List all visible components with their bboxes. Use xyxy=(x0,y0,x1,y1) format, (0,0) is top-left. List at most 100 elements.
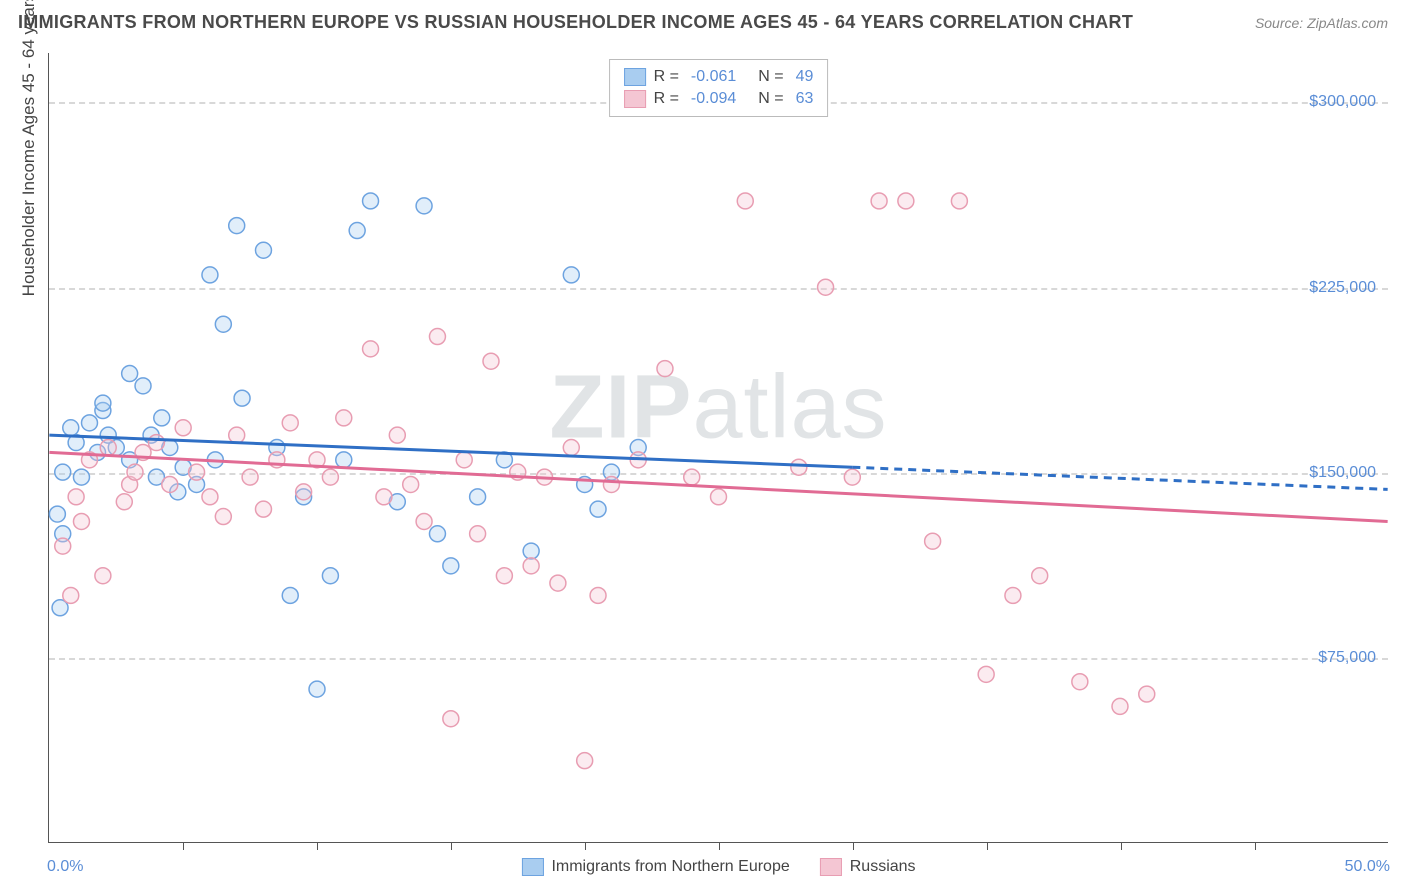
data-point xyxy=(82,415,98,431)
data-point xyxy=(416,513,432,529)
data-point xyxy=(229,218,245,234)
x-tick xyxy=(719,842,720,850)
data-point xyxy=(322,469,338,485)
data-point xyxy=(49,506,65,522)
data-point xyxy=(590,501,606,517)
data-point xyxy=(127,464,143,480)
plot-area: Householder Income Ages 45 - 64 years ZI… xyxy=(48,53,1388,843)
legend-stat-row: R =-0.061N =49 xyxy=(624,66,814,88)
data-point xyxy=(68,489,84,505)
data-point xyxy=(363,193,379,209)
data-point xyxy=(135,378,151,394)
legend-stats-box: R = -0.061 N = 49 R = -0.094 N = 63 xyxy=(609,59,829,117)
data-point xyxy=(951,193,967,209)
y-tick-label: $225,000 xyxy=(1309,279,1376,297)
data-point xyxy=(389,427,405,443)
data-point xyxy=(1032,568,1048,584)
n-value: 49 xyxy=(796,68,814,86)
data-point xyxy=(202,267,218,283)
data-point xyxy=(871,193,887,209)
data-point xyxy=(100,440,116,456)
r-label: R = xyxy=(654,90,679,108)
x-tick xyxy=(1255,842,1256,850)
data-point xyxy=(376,489,392,505)
data-point xyxy=(122,366,138,382)
data-point xyxy=(429,329,445,345)
x-tick xyxy=(853,842,854,850)
data-point xyxy=(791,459,807,475)
data-point xyxy=(711,489,727,505)
legend-stat-row: R = -0.094 N = 63 xyxy=(624,88,814,110)
data-point xyxy=(523,558,539,574)
x-tick xyxy=(1121,842,1122,850)
data-point xyxy=(55,538,71,554)
data-point xyxy=(234,390,250,406)
data-point xyxy=(95,395,111,411)
source-label: Source: ZipAtlas.com xyxy=(1255,15,1388,31)
data-point xyxy=(63,587,79,603)
data-point xyxy=(1112,698,1128,714)
data-point xyxy=(684,469,700,485)
n-label: N = xyxy=(758,68,783,86)
data-point xyxy=(443,711,459,727)
legend-series-label: Russians xyxy=(850,858,916,876)
x-tick xyxy=(585,842,586,850)
data-point xyxy=(215,509,231,525)
data-point xyxy=(363,341,379,357)
data-point xyxy=(590,587,606,603)
legend-series: Immigrants from Northern Europe Russians xyxy=(521,858,915,876)
x-tick xyxy=(987,842,988,850)
data-point xyxy=(416,198,432,214)
y-tick-label: $150,000 xyxy=(1309,464,1376,482)
data-point xyxy=(483,353,499,369)
data-point xyxy=(322,568,338,584)
data-point xyxy=(202,489,218,505)
data-point xyxy=(55,464,71,480)
data-point xyxy=(336,452,352,468)
y-tick-label: $75,000 xyxy=(1318,649,1376,667)
x-tick xyxy=(451,842,452,850)
data-point xyxy=(925,533,941,549)
data-point xyxy=(456,452,472,468)
data-point xyxy=(349,223,365,239)
data-point xyxy=(1139,686,1155,702)
y-tick-label: $300,000 xyxy=(1309,93,1376,111)
data-point xyxy=(470,526,486,542)
legend-series-item: Immigrants from Northern Europe xyxy=(521,858,789,876)
data-point xyxy=(818,279,834,295)
data-point xyxy=(563,440,579,456)
data-point xyxy=(73,513,89,529)
trend-line-extrapolated xyxy=(852,467,1387,489)
data-point xyxy=(844,469,860,485)
data-point xyxy=(242,469,258,485)
data-point xyxy=(429,526,445,542)
data-point xyxy=(563,267,579,283)
data-point xyxy=(296,484,312,500)
data-point xyxy=(73,469,89,485)
data-point xyxy=(603,476,619,492)
data-point xyxy=(898,193,914,209)
r-value: -0.094 xyxy=(691,90,736,108)
legend-swatch xyxy=(624,90,646,108)
data-point xyxy=(116,494,132,510)
data-point xyxy=(443,558,459,574)
legend-series-item: Russians xyxy=(820,858,916,876)
legend-swatch xyxy=(624,68,646,86)
data-point xyxy=(255,242,271,258)
r-value: -0.061 xyxy=(691,68,736,86)
data-point xyxy=(577,753,593,769)
data-point xyxy=(403,476,419,492)
legend-swatch xyxy=(521,858,543,876)
data-point xyxy=(657,361,673,377)
data-point xyxy=(154,410,170,426)
scatter-svg xyxy=(49,53,1388,842)
n-label: N = xyxy=(758,90,783,108)
data-point xyxy=(523,543,539,559)
data-point xyxy=(229,427,245,443)
data-point xyxy=(282,415,298,431)
x-axis-max-label: 50.0% xyxy=(1345,858,1390,876)
data-point xyxy=(189,464,205,480)
legend-series-label: Immigrants from Northern Europe xyxy=(551,858,789,876)
data-point xyxy=(470,489,486,505)
n-value: 63 xyxy=(796,90,814,108)
